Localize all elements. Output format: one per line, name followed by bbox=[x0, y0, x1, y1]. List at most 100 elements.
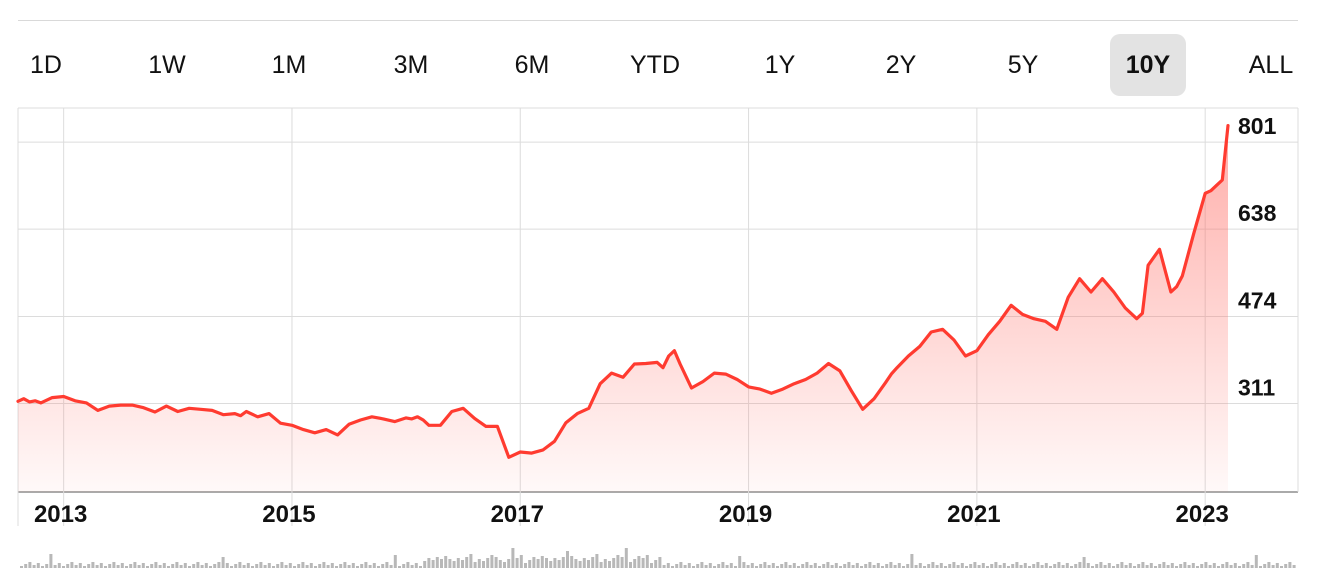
volume-bar bbox=[1267, 562, 1271, 568]
volume-bar bbox=[204, 563, 208, 568]
volume-bar bbox=[1065, 563, 1069, 568]
price-area-fill bbox=[18, 125, 1228, 492]
volume-bar bbox=[666, 563, 670, 568]
volume-bar bbox=[620, 557, 624, 568]
volume-bar bbox=[116, 565, 120, 568]
volume-bar bbox=[557, 560, 561, 568]
volume-bar bbox=[133, 562, 137, 568]
y-tick-label: 638 bbox=[1238, 200, 1277, 226]
volume-bar bbox=[960, 563, 964, 568]
volume-bar bbox=[183, 563, 187, 568]
x-tick-label: 2019 bbox=[719, 501, 772, 528]
volume-bar bbox=[1246, 562, 1250, 568]
volume-bar bbox=[805, 562, 809, 568]
volume-bar bbox=[284, 565, 288, 568]
range-6m-button[interactable]: 6M bbox=[508, 34, 556, 96]
volume-bar bbox=[595, 554, 599, 568]
volume-bar bbox=[217, 562, 221, 568]
volume-bar bbox=[1280, 566, 1283, 568]
volume-bar bbox=[931, 562, 935, 568]
volume-bar bbox=[347, 565, 351, 568]
volume-bar bbox=[876, 563, 880, 568]
volume-bar bbox=[188, 566, 191, 568]
volume-bar bbox=[1091, 566, 1094, 568]
volume-bar bbox=[288, 563, 292, 568]
range-label: 6M bbox=[514, 51, 550, 79]
volume-bar bbox=[112, 562, 116, 568]
volume-bar bbox=[104, 566, 107, 568]
volume-bar bbox=[763, 562, 767, 568]
price-chart[interactable]: 311 474 638 801 2013 2015 2017 2019 2021 2023 bbox=[0, 100, 1322, 582]
volume-bar bbox=[339, 564, 343, 568]
range-label: 1W bbox=[148, 51, 186, 79]
time-range-selector: 1D 1W 1M 3M 6M YTD 1Y 2Y 5Y 10Y ALL bbox=[0, 34, 1322, 98]
volume-bar bbox=[473, 562, 477, 568]
volume-bar bbox=[486, 558, 490, 568]
range-1w-button[interactable]: 1W bbox=[143, 34, 191, 96]
volume-bar bbox=[624, 548, 628, 568]
volume-bar bbox=[230, 566, 233, 568]
volume-bar bbox=[1284, 564, 1288, 568]
range-1m-button[interactable]: 1M bbox=[266, 34, 312, 96]
range-label: YTD bbox=[630, 51, 680, 79]
volume-bar bbox=[608, 561, 611, 568]
x-tick-label: 2013 bbox=[34, 501, 87, 528]
volume-bar bbox=[1271, 565, 1275, 568]
x-tick-label: 2023 bbox=[1175, 501, 1228, 528]
volume-bar bbox=[809, 565, 813, 568]
range-label: 1Y bbox=[764, 51, 796, 79]
volume-bar bbox=[759, 564, 763, 568]
volume-bar bbox=[272, 566, 275, 568]
volume-bar bbox=[725, 565, 729, 568]
range-label: 1M bbox=[271, 51, 307, 79]
volume-bar bbox=[637, 556, 641, 568]
range-2y-button[interactable]: 2Y bbox=[880, 34, 922, 96]
volume-bar bbox=[889, 562, 893, 568]
volume-bar bbox=[591, 557, 595, 568]
range-label: 1D bbox=[30, 51, 62, 79]
volume-bar bbox=[687, 563, 691, 568]
range-ytd-button[interactable]: YTD bbox=[626, 34, 684, 96]
volume-bar bbox=[175, 562, 179, 568]
volume-bar bbox=[616, 555, 620, 568]
volume-bar bbox=[1137, 564, 1141, 568]
volume-bar bbox=[1179, 564, 1183, 568]
volume-bar bbox=[469, 554, 473, 568]
volume-bar bbox=[864, 564, 868, 568]
volume-bar bbox=[776, 566, 779, 568]
volume-bar bbox=[377, 566, 380, 568]
volume-bar bbox=[335, 566, 338, 568]
volume-bar bbox=[927, 564, 931, 568]
volume-bar bbox=[419, 566, 422, 568]
volume-bar bbox=[902, 566, 905, 568]
volume-bar bbox=[364, 562, 368, 568]
volume-bar bbox=[494, 557, 498, 568]
volume-bar bbox=[1053, 564, 1057, 568]
range-3m-button[interactable]: 3M bbox=[388, 34, 434, 96]
volume-bar bbox=[158, 565, 162, 568]
volume-bar bbox=[1040, 565, 1044, 568]
range-5y-button[interactable]: 5Y bbox=[1003, 34, 1043, 96]
volume-bar bbox=[301, 562, 305, 568]
volume-bar bbox=[435, 557, 439, 568]
volume-bar bbox=[1036, 562, 1040, 568]
volume-bar bbox=[196, 562, 200, 568]
range-10y-button[interactable]: 10Y bbox=[1110, 34, 1186, 96]
volume-bar bbox=[860, 566, 863, 568]
volume-bar bbox=[398, 566, 401, 568]
volume-bar bbox=[1292, 565, 1296, 568]
volume-bar bbox=[259, 562, 263, 568]
range-1y-button[interactable]: 1Y bbox=[760, 34, 800, 96]
range-all-button[interactable]: ALL bbox=[1244, 34, 1298, 96]
volume-bar bbox=[885, 564, 889, 568]
volume-bar bbox=[477, 559, 481, 568]
volume-bar bbox=[1158, 564, 1162, 568]
volume-bar bbox=[423, 561, 427, 568]
volume-bar bbox=[1103, 565, 1107, 568]
volume-bar bbox=[582, 558, 586, 568]
volume-bar bbox=[1112, 566, 1115, 568]
volume-bar bbox=[675, 564, 679, 568]
range-1d-button[interactable]: 1D bbox=[24, 34, 68, 96]
volume-bar bbox=[309, 563, 313, 568]
volume-bar bbox=[209, 566, 212, 568]
